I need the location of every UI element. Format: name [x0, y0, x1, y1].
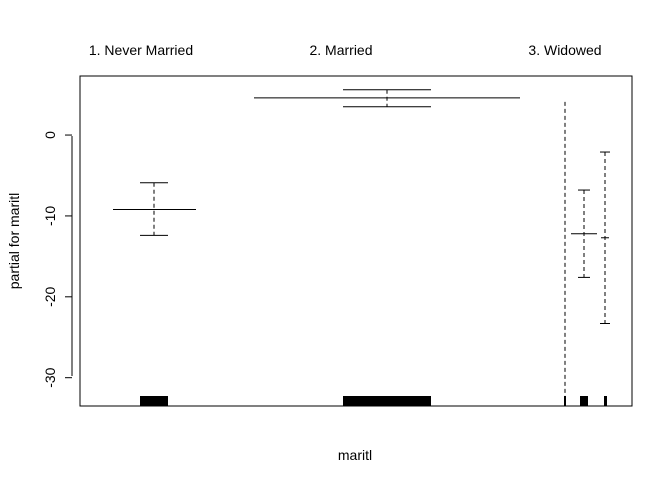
y-tick-label-2: -20 [42, 286, 58, 306]
extra-rug-block-0 [564, 396, 566, 406]
plot-frame [79, 75, 633, 407]
y-tick-label-3: -30 [42, 367, 58, 387]
y-axis: 0 -10 -20 -30 [42, 131, 73, 388]
rug-block-0 [140, 396, 168, 406]
x-axis-label: maritl [338, 447, 372, 463]
category-label-never-married: 1. Never Married [89, 42, 193, 58]
rug-block-1 [343, 396, 431, 406]
extra-rug-block-1 [604, 396, 607, 406]
category-label-widowed: 3. Widowed [528, 42, 601, 58]
y-tick-label-0: 0 [42, 131, 58, 139]
category-label-married: 2. Married [309, 42, 372, 58]
rug-block-2 [580, 396, 588, 406]
y-tick-label-1: -10 [42, 206, 58, 226]
y-axis-label: partial for maritl [6, 193, 22, 289]
